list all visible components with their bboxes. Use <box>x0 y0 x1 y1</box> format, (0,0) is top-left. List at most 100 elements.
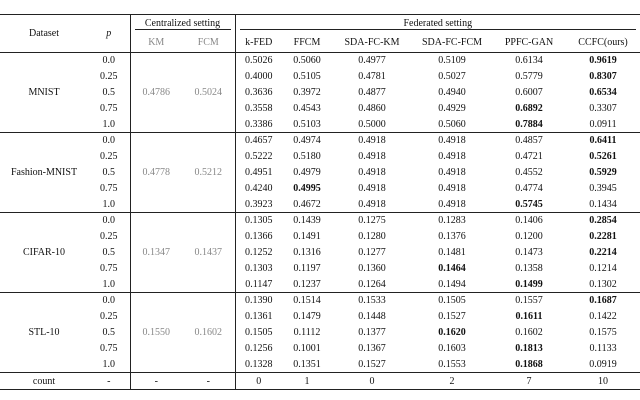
federated-value: 0.4995 <box>293 183 321 194</box>
federated-value: 0.4918 <box>438 151 466 162</box>
data-row: 0.5 0.1505 0.1112 0.1377 0.1620 0.1602 0.1575 <box>0 324 640 341</box>
federated-value: 0.1611 <box>515 311 543 322</box>
header-dataset: Dataset <box>0 14 88 53</box>
method-header: CCFC(ours) <box>578 37 628 49</box>
federated-value: 0.4918 <box>438 167 466 178</box>
centralized-value: 0.1347 <box>129 212 182 293</box>
federated-value: 0.5745 <box>515 198 543 210</box>
federated-value: 0.1602 <box>515 327 543 338</box>
federated-value: 0.4918 <box>358 198 386 210</box>
p-value: 0.75 <box>100 343 118 354</box>
federated-value: 0.1197 <box>293 263 321 274</box>
method-header: KM <box>129 33 182 53</box>
federated-value: 0.1434 <box>589 198 617 210</box>
count-value: 1 <box>282 372 333 390</box>
federated-value: 0.5060 <box>438 118 466 130</box>
p-value: 0.5 <box>102 87 116 98</box>
federated-value: 0.0911 <box>589 118 617 130</box>
federated-value: 0.5261 <box>589 151 617 162</box>
data-row: 0.75 0.4240 0.4995 0.4918 0.4918 0.4774 0.3945 <box>0 180 640 197</box>
federated-value: 0.4543 <box>293 103 321 114</box>
count-value: 2 <box>412 372 493 390</box>
centralized-value: 0.5024 <box>194 87 223 98</box>
federated-value: 0.4951 <box>234 164 283 181</box>
count-value: 10 <box>566 372 640 390</box>
federated-value: 0.1377 <box>358 327 386 338</box>
federated-value: 0.4774 <box>515 183 543 194</box>
federated-value: 0.1147 <box>234 276 283 293</box>
p-value: 0.75 <box>100 103 118 114</box>
dataset-name: STL-10 <box>0 292 88 373</box>
p-value: 1.0 <box>102 278 116 290</box>
federated-value: 0.1200 <box>515 231 543 242</box>
federated-value: 0.0919 <box>589 358 617 370</box>
federated-value: 0.4929 <box>438 103 466 114</box>
data-row: 0.75 0.1256 0.1001 0.1367 0.1603 0.1813 0.1133 <box>0 340 640 357</box>
federated-value: 0.4877 <box>358 87 386 98</box>
federated-value: 0.1553 <box>438 358 466 370</box>
federated-value: 0.3307 <box>589 103 617 114</box>
count-value: 0 <box>332 372 413 390</box>
data-row: STL-10 0.0 0.1550 0.1602 0.1390 0.1514 0.1533 0… <box>0 292 640 373</box>
federated-value: 0.6411 <box>566 132 640 149</box>
data-row: 0.25 0.1361 0.1479 0.1448 0.1527 0.1611 0.1422 <box>0 308 640 325</box>
federated-value: 0.1303 <box>234 260 283 277</box>
federated-value: 0.5180 <box>293 151 321 162</box>
federated-value: 0.3923 <box>234 196 283 213</box>
federated-value: 0.3945 <box>589 183 617 194</box>
federated-value: 0.1358 <box>515 263 543 274</box>
federated-value: 0.4918 <box>438 183 466 194</box>
federated-value: 0.4552 <box>515 167 543 178</box>
federated-value: 0.3558 <box>234 100 283 117</box>
method-header: SDA-FC-KM <box>344 37 400 49</box>
header-federated: Federated setting <box>234 14 640 34</box>
federated-value: 0.4000 <box>234 68 283 85</box>
p-value: 0.75 <box>100 263 118 274</box>
federated-value: 0.4918 <box>438 198 466 210</box>
results-table: Dataset p Centralized setting Federated … <box>0 14 640 390</box>
federated-value: 0.4918 <box>358 183 386 194</box>
p-value: 0.0 <box>102 55 116 67</box>
centralized-value: 0.5212 <box>182 132 236 213</box>
method-header: SDA-FC-FCM <box>422 37 483 49</box>
federated-value: 0.1275 <box>332 212 413 229</box>
method-header: FCM <box>197 37 219 49</box>
federated-value: 0.4940 <box>438 87 466 98</box>
count-value: - <box>182 372 236 390</box>
data-row: 0.5 0.4951 0.4979 0.4918 0.4918 0.4552 0.5929 <box>0 164 640 181</box>
federated-value: 0.5779 <box>515 71 543 82</box>
p-value: 0.5 <box>102 247 116 258</box>
federated-value: 0.1499 <box>515 278 543 290</box>
federated-value: 0.4672 <box>293 198 321 210</box>
federated-value: 0.5109 <box>438 55 466 67</box>
federated-value: 0.4857 <box>492 132 567 149</box>
count-value: 7 <box>492 372 567 390</box>
federated-value: 0.1112 <box>293 327 321 338</box>
federated-value: 0.4781 <box>358 71 386 82</box>
federated-value: 0.3636 <box>234 84 283 101</box>
federated-value: 0.5000 <box>358 118 386 130</box>
federated-value: 0.7884 <box>515 118 543 130</box>
federated-value: 0.1390 <box>234 292 283 309</box>
federated-value: 0.4721 <box>515 151 543 162</box>
federated-value: 0.1687 <box>566 292 640 309</box>
p-value: 0.75 <box>100 183 118 194</box>
count-value: 0 <box>234 372 283 390</box>
p-value: 1.0 <box>102 358 116 370</box>
federated-value: 0.2214 <box>589 247 617 258</box>
p-value: 0.25 <box>100 231 118 242</box>
federated-value: 0.1252 <box>234 244 283 261</box>
data-row: 0.5 0.3636 0.3972 0.4877 0.4940 0.6007 0.6534 <box>0 84 640 101</box>
federated-value: 0.1280 <box>358 231 386 242</box>
federated-value: 0.1422 <box>589 311 617 322</box>
federated-value: 0.6134 <box>515 55 543 67</box>
data-row: 0.75 0.3558 0.4543 0.4860 0.4929 0.6892 0.3307 <box>0 100 640 117</box>
federated-value: 0.1305 <box>234 212 283 229</box>
federated-value: 0.2854 <box>566 212 640 229</box>
federated-value: 0.1527 <box>438 311 466 322</box>
federated-value: 0.1283 <box>412 212 493 229</box>
data-row: 1.0 0.3923 0.4672 0.4918 0.4918 0.5745 0.1434 <box>0 196 640 213</box>
federated-value: 0.4974 <box>282 132 333 149</box>
federated-value: 0.1277 <box>358 247 386 258</box>
header-p: p <box>88 14 130 53</box>
